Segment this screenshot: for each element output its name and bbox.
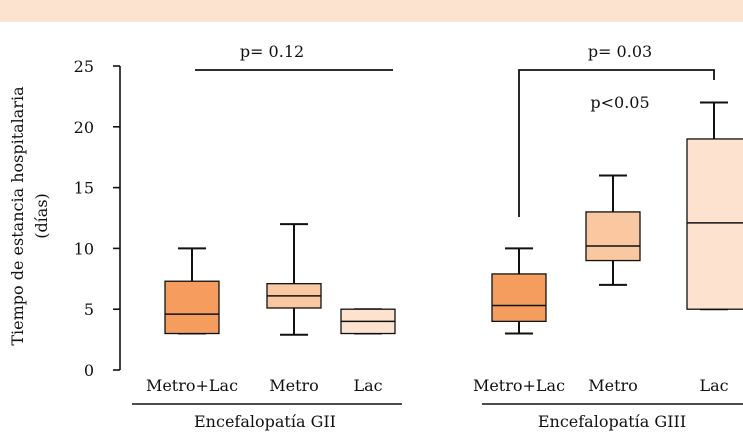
box-2-1 <box>491 247 547 335</box>
y-tick-label: 0 <box>84 361 94 380</box>
y-axis-label-units: (días) <box>32 193 51 239</box>
iqr-box <box>585 211 641 262</box>
sig-label-giii: p= 0.03 <box>588 42 652 61</box>
category-label: Lac <box>699 376 728 395</box>
category-labels: Metro+Lac Metro Lac Encefalopatía GII Metro+… <box>132 376 743 431</box>
y-tick-label: 10 <box>74 239 94 258</box>
sig-label-lac: p<0.05 <box>590 93 649 112</box>
group-label: Encefalopatía GII <box>194 412 336 431</box>
y-axis: 0 5 10 15 20 25 <box>74 57 121 380</box>
boxes-layer <box>164 101 743 336</box>
sig-bracket-giii <box>518 69 715 217</box>
box-1-1 <box>164 247 220 335</box>
category-label: Lac <box>353 376 382 395</box>
box-1-3 <box>340 308 396 335</box>
y-tick-label: 5 <box>84 300 94 319</box>
category-label: Metro <box>588 376 638 395</box>
iqr-box <box>491 273 547 323</box>
iqr-box <box>164 280 220 335</box>
y-tick-label: 15 <box>74 179 94 198</box>
y-tick-label: 25 <box>74 57 94 76</box>
box-2-3 <box>686 101 743 311</box>
box-2-2 <box>585 174 641 286</box>
iqr-box <box>686 138 743 310</box>
category-label: Metro+Lac <box>146 376 238 395</box>
y-axis-label: Tiempo de estancia hospitalaria <box>8 86 27 346</box>
category-label: Metro+Lac <box>473 376 565 395</box>
category-label: Metro <box>269 376 319 395</box>
group-label: Encefalopatía GIII <box>538 412 686 431</box>
sig-label-gii: p= 0.12 <box>240 42 304 61</box>
y-tick-label: 20 <box>74 118 94 137</box>
significance-annotations: p= 0.12 p= 0.03 p<0.05 <box>195 42 715 217</box>
top-color-band <box>0 0 743 22</box>
box-1-2 <box>266 223 322 336</box>
